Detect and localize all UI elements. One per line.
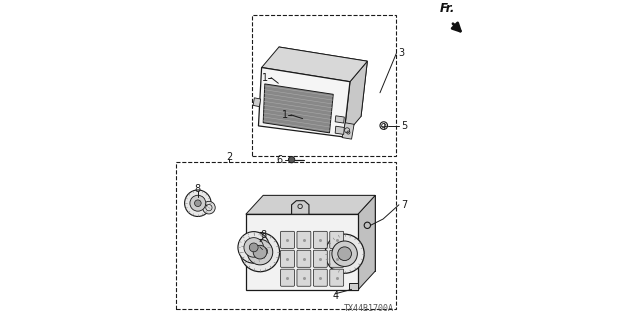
Text: 5: 5 <box>401 121 408 131</box>
FancyBboxPatch shape <box>314 269 327 286</box>
Circle shape <box>250 243 258 252</box>
Polygon shape <box>349 283 358 290</box>
Polygon shape <box>263 195 375 271</box>
Polygon shape <box>335 116 344 123</box>
FancyBboxPatch shape <box>314 250 327 267</box>
Text: 2: 2 <box>227 152 232 162</box>
Circle shape <box>238 232 269 263</box>
Polygon shape <box>335 126 344 134</box>
Circle shape <box>195 200 201 206</box>
Text: 1: 1 <box>282 110 289 120</box>
Circle shape <box>332 241 357 267</box>
Text: TX44B1700A: TX44B1700A <box>344 304 394 313</box>
Circle shape <box>244 238 264 257</box>
Circle shape <box>253 245 267 259</box>
FancyBboxPatch shape <box>297 250 311 267</box>
FancyBboxPatch shape <box>330 250 344 267</box>
Polygon shape <box>246 214 358 290</box>
Circle shape <box>241 233 280 272</box>
FancyBboxPatch shape <box>280 231 294 248</box>
Bar <box>177 162 396 309</box>
FancyBboxPatch shape <box>297 231 311 248</box>
Polygon shape <box>263 84 333 133</box>
Circle shape <box>325 234 364 273</box>
FancyBboxPatch shape <box>330 269 344 286</box>
Circle shape <box>380 122 388 129</box>
Bar <box>252 15 396 156</box>
Text: 1: 1 <box>262 73 268 83</box>
Circle shape <box>338 247 351 260</box>
Circle shape <box>289 156 295 163</box>
Polygon shape <box>253 98 260 107</box>
FancyBboxPatch shape <box>314 231 327 248</box>
Polygon shape <box>259 68 350 137</box>
Circle shape <box>203 201 215 214</box>
Circle shape <box>184 190 211 216</box>
Polygon shape <box>246 195 375 214</box>
Text: Fr.: Fr. <box>440 3 455 15</box>
Text: 8: 8 <box>195 184 200 194</box>
Polygon shape <box>276 47 367 116</box>
Text: 8: 8 <box>260 230 267 240</box>
Text: 6: 6 <box>276 155 282 165</box>
Circle shape <box>257 244 271 258</box>
Circle shape <box>190 195 206 211</box>
Text: 4: 4 <box>332 291 338 301</box>
Polygon shape <box>342 123 354 139</box>
FancyBboxPatch shape <box>297 269 311 286</box>
Polygon shape <box>344 61 367 137</box>
Circle shape <box>247 239 273 265</box>
FancyBboxPatch shape <box>330 231 344 248</box>
Polygon shape <box>262 47 367 82</box>
Polygon shape <box>292 201 309 214</box>
Text: 7: 7 <box>401 200 408 210</box>
FancyBboxPatch shape <box>280 250 294 267</box>
FancyBboxPatch shape <box>280 269 294 286</box>
Polygon shape <box>358 195 375 290</box>
Text: 3: 3 <box>398 48 404 58</box>
